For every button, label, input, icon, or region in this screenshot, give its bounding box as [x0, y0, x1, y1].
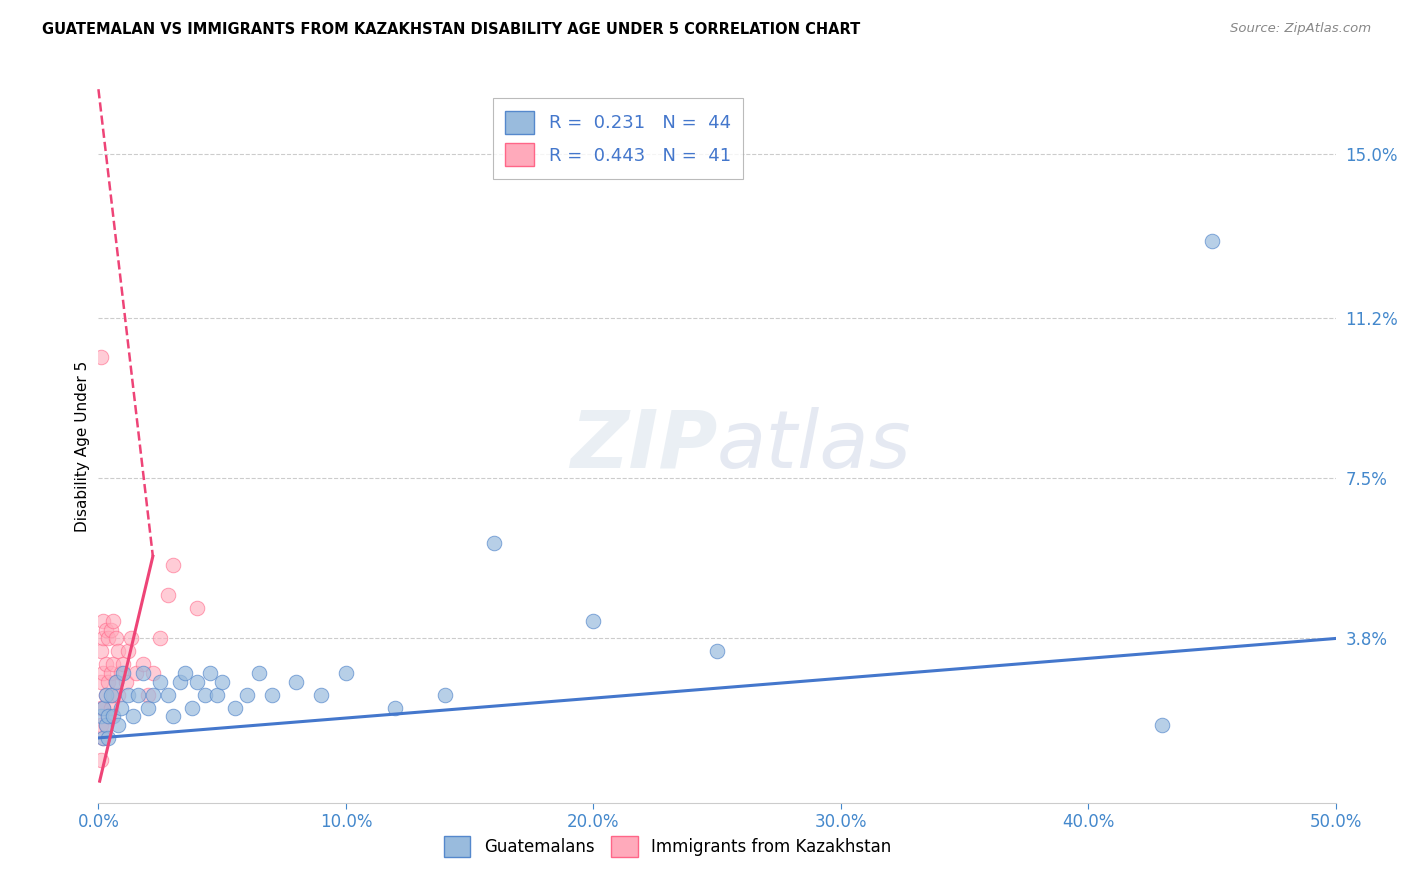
Point	[93, 666, 115, 681]
Point	[309, 688, 332, 702]
Point	[94, 688, 117, 702]
Point	[103, 614, 125, 628]
Point	[103, 709, 125, 723]
Point	[90, 709, 112, 723]
Point	[433, 688, 456, 702]
Point	[93, 731, 115, 745]
Point	[142, 688, 165, 702]
Point	[1201, 234, 1223, 248]
Point	[107, 644, 129, 658]
Point	[162, 709, 184, 723]
Text: Source: ZipAtlas.com: Source: ZipAtlas.com	[1230, 22, 1371, 36]
Point	[104, 632, 127, 646]
Point	[127, 688, 149, 702]
Point	[194, 688, 217, 702]
Point	[107, 688, 129, 702]
Point	[142, 666, 165, 681]
Point	[103, 688, 125, 702]
Point	[100, 700, 122, 714]
Point	[205, 688, 228, 702]
Point	[93, 700, 115, 714]
Point	[93, 614, 115, 628]
Point	[236, 688, 259, 702]
Point	[174, 666, 197, 681]
Point	[114, 674, 136, 689]
Legend: Guatemalans, Immigrants from Kazakhstan: Guatemalans, Immigrants from Kazakhstan	[436, 828, 900, 866]
Point	[169, 674, 191, 689]
Point	[120, 632, 142, 646]
Point	[149, 674, 172, 689]
Point	[90, 753, 112, 767]
Text: ZIP: ZIP	[569, 407, 717, 485]
Point	[90, 718, 112, 732]
Point	[94, 623, 117, 637]
Point	[181, 700, 204, 714]
Point	[112, 666, 135, 681]
Point	[149, 632, 172, 646]
Point	[211, 674, 233, 689]
Point	[124, 666, 146, 681]
Point	[90, 674, 112, 689]
Point	[97, 632, 120, 646]
Point	[484, 536, 506, 550]
Point	[136, 688, 159, 702]
Point	[100, 688, 122, 702]
Text: GUATEMALAN VS IMMIGRANTS FROM KAZAKHSTAN DISABILITY AGE UNDER 5 CORRELATION CHAR: GUATEMALAN VS IMMIGRANTS FROM KAZAKHSTAN…	[42, 22, 860, 37]
Point	[582, 614, 605, 628]
Point	[100, 666, 122, 681]
Point	[94, 657, 117, 672]
Point	[136, 700, 159, 714]
Point	[104, 674, 127, 689]
Point	[112, 657, 135, 672]
Point	[94, 688, 117, 702]
Point	[706, 644, 728, 658]
Point	[94, 718, 117, 732]
Point	[90, 644, 112, 658]
Point	[156, 588, 179, 602]
Point	[97, 674, 120, 689]
Point	[90, 700, 112, 714]
Point	[384, 700, 406, 714]
Y-axis label: Disability Age Under 5: Disability Age Under 5	[75, 360, 90, 532]
Point	[93, 700, 115, 714]
Point	[90, 351, 112, 365]
Point	[285, 674, 308, 689]
Point	[247, 666, 270, 681]
Point	[198, 666, 221, 681]
Point	[132, 657, 155, 672]
Point	[93, 731, 115, 745]
Point	[224, 700, 246, 714]
Point	[100, 623, 122, 637]
Point	[156, 688, 179, 702]
Point	[97, 709, 120, 723]
Point	[162, 558, 184, 572]
Point	[110, 666, 132, 681]
Text: atlas: atlas	[717, 407, 912, 485]
Point	[117, 644, 139, 658]
Point	[260, 688, 283, 702]
Point	[103, 657, 125, 672]
Point	[335, 666, 357, 681]
Point	[104, 674, 127, 689]
Point	[97, 709, 120, 723]
Point	[94, 718, 117, 732]
Point	[107, 718, 129, 732]
Point	[93, 632, 115, 646]
Point	[122, 709, 145, 723]
Point	[97, 731, 120, 745]
Point	[186, 674, 208, 689]
Point	[186, 601, 208, 615]
Point	[1152, 718, 1174, 732]
Point	[132, 666, 155, 681]
Point	[110, 700, 132, 714]
Point	[117, 688, 139, 702]
